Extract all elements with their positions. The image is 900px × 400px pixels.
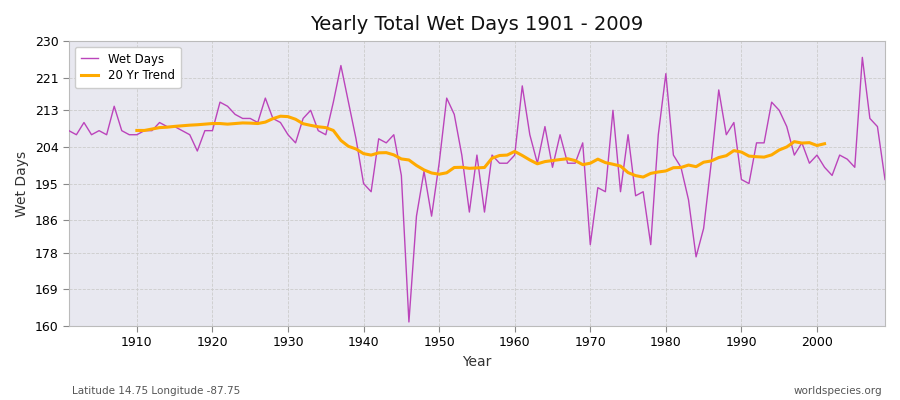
Wet Days — [509, 153, 520, 158]
Wet Days — [290, 140, 301, 145]
20 Yr Trend — [721, 153, 732, 158]
20 Yr Trend — [131, 128, 142, 133]
20 Yr Trend — [698, 160, 709, 165]
20 Yr Trend — [819, 141, 830, 146]
Text: worldspecies.org: worldspecies.org — [794, 386, 882, 396]
Wet Days — [63, 128, 74, 133]
Wet Days — [336, 63, 346, 68]
20 Yr Trend — [690, 164, 701, 169]
20 Yr Trend — [275, 114, 286, 119]
Wet Days — [857, 55, 868, 60]
Text: Latitude 14.75 Longitude -87.75: Latitude 14.75 Longitude -87.75 — [72, 386, 240, 396]
Line: 20 Yr Trend: 20 Yr Trend — [137, 116, 824, 177]
Wet Days — [403, 320, 414, 324]
Line: Wet Days: Wet Days — [68, 57, 885, 322]
Wet Days — [124, 132, 135, 137]
Wet Days — [879, 177, 890, 182]
20 Yr Trend — [683, 163, 694, 168]
Wet Days — [608, 108, 618, 113]
Legend: Wet Days, 20 Yr Trend: Wet Days, 20 Yr Trend — [75, 47, 181, 88]
20 Yr Trend — [547, 158, 558, 163]
20 Yr Trend — [638, 175, 649, 180]
Y-axis label: Wet Days: Wet Days — [15, 150, 29, 217]
Wet Days — [517, 84, 527, 88]
20 Yr Trend — [652, 170, 663, 174]
Title: Yearly Total Wet Days 1901 - 2009: Yearly Total Wet Days 1901 - 2009 — [310, 15, 644, 34]
X-axis label: Year: Year — [463, 355, 491, 369]
